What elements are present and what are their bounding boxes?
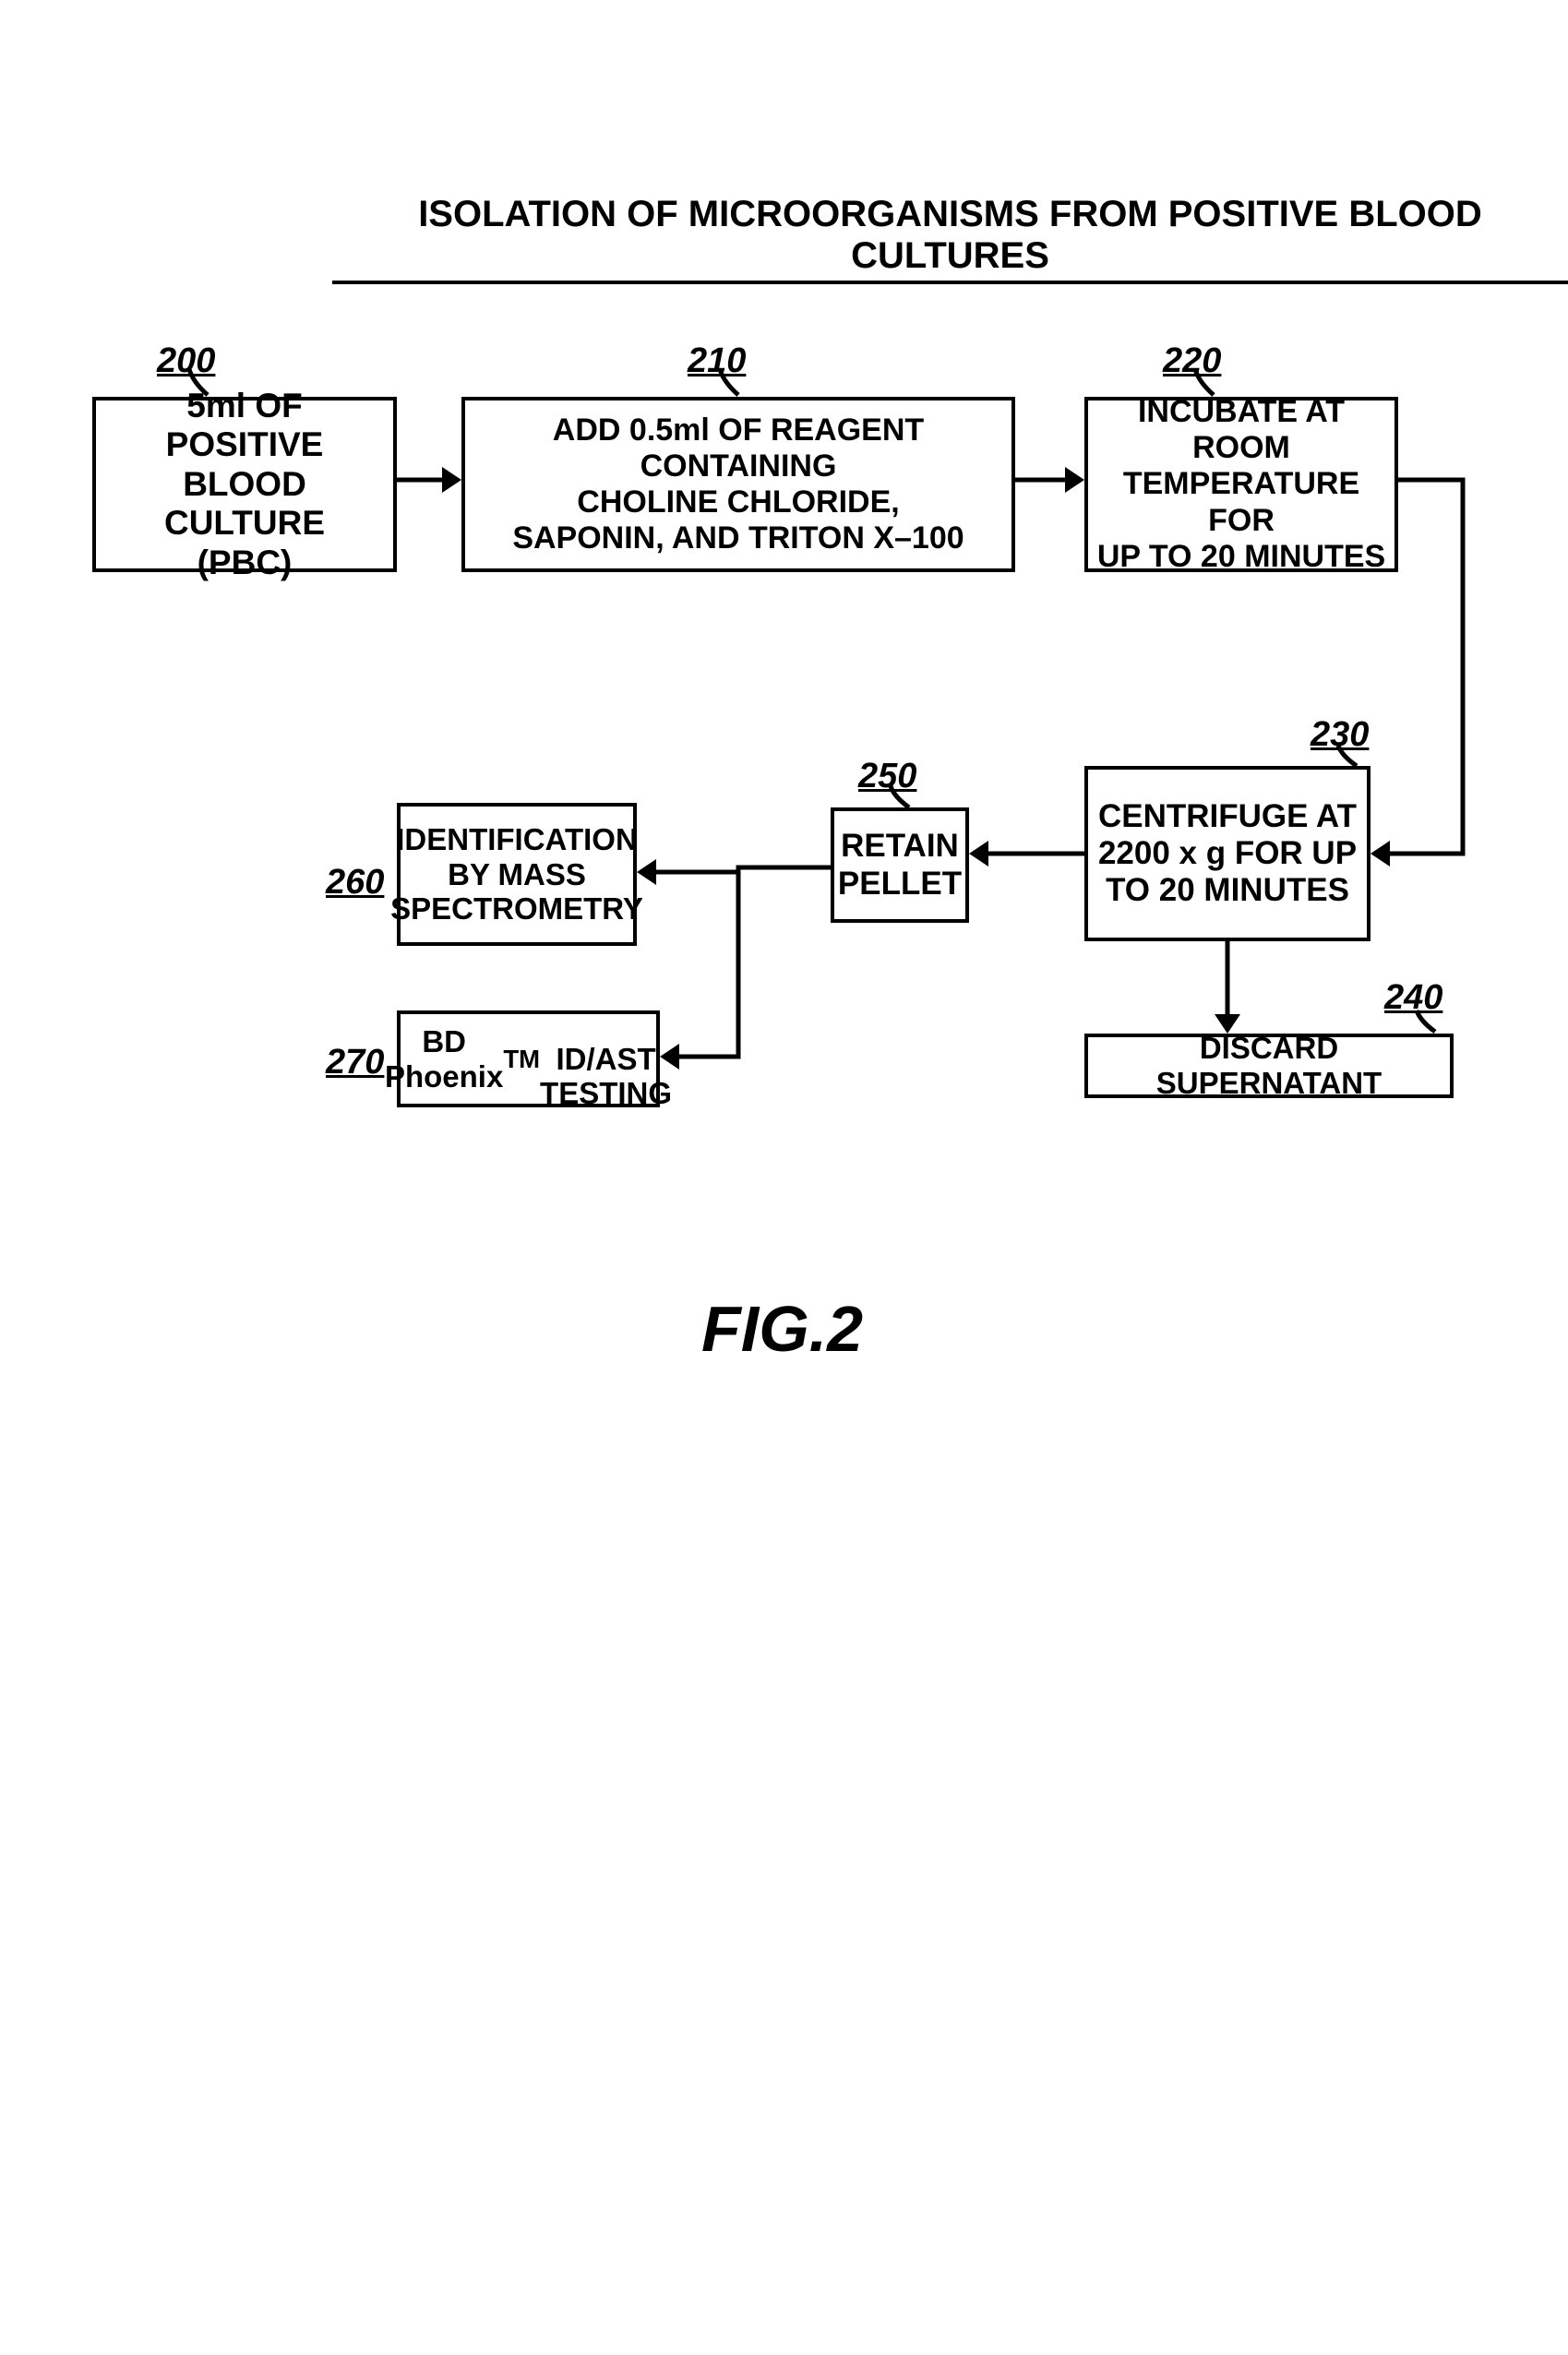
node-200: 5ml OF POSITIVEBLOOD CULTURE(PBC)	[92, 397, 397, 572]
node-240: DISCARD SUPERNATANT	[1084, 1034, 1454, 1098]
ref-260: 260	[326, 863, 384, 903]
diagram-title: ISOLATION OF MICROORGANISMS FROM POSITIV…	[332, 194, 1568, 284]
node-230: CENTRIFUGE AT2200 x g FOR UPTO 20 MINUTE…	[1084, 766, 1371, 941]
ref-270: 270	[326, 1043, 384, 1082]
node-210: ADD 0.5ml OF REAGENT CONTAININGCHOLINE C…	[461, 397, 1015, 572]
ref-200: 200	[157, 341, 215, 381]
ref-250: 250	[858, 757, 916, 796]
node-250: RETAINPELLET	[831, 807, 969, 923]
ref-220: 220	[1163, 341, 1221, 381]
ref-210: 210	[688, 341, 746, 381]
figure-label: FIG.2	[701, 1292, 863, 1366]
node-270: BD PhoenixTMID/AST TESTING	[397, 1010, 660, 1107]
node-220: INCUBATE AT ROOMTEMPERATURE FORUP TO 20 …	[1084, 397, 1398, 572]
flowchart-canvas: ISOLATION OF MICROORGANISMS FROM POSITIV…	[0, 0, 1568, 2355]
arrows-layer	[0, 0, 1568, 2355]
ref-230: 230	[1311, 715, 1369, 755]
node-260: IDENTIFICATIONBY MASSSPECTROMETRY	[397, 803, 637, 946]
ref-240: 240	[1384, 978, 1442, 1018]
